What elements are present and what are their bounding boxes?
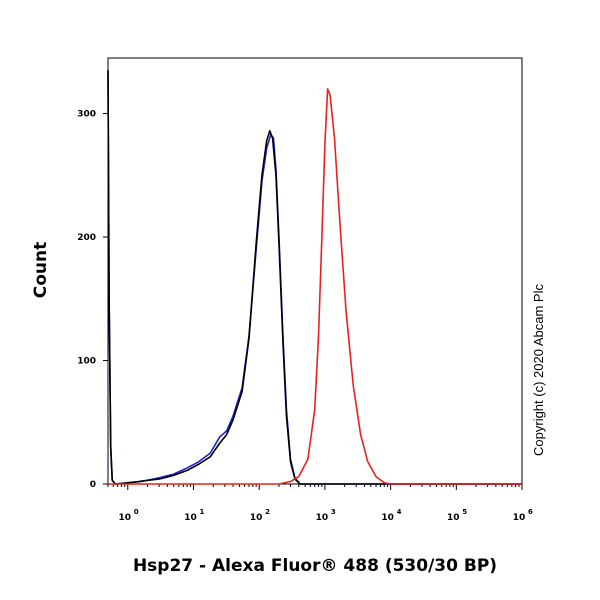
x-tick-label: 10: [184, 513, 197, 523]
x-tick-label: 10: [250, 513, 263, 523]
series-line-3: [108, 88, 522, 485]
copyright-notice: Copyright (c) 2020 Abcam Plc: [531, 284, 546, 456]
x-tick-exponent: 5: [462, 508, 467, 516]
x-tick-label: 10: [447, 513, 460, 523]
x-tick-exponent: 4: [397, 508, 402, 516]
y-axis: 0 100 200 300: [77, 110, 108, 490]
x-tick-label: 10: [119, 513, 132, 523]
y-tick-label: 0: [90, 480, 96, 490]
series-line-2: [107, 70, 522, 485]
x-tick-exponent: 3: [331, 508, 336, 516]
x-tick-label: 10: [513, 513, 526, 523]
x-tick-exponent: 2: [265, 508, 270, 516]
x-tick-label: 10: [381, 513, 394, 523]
x-tick-exponent: 6: [528, 508, 533, 516]
x-tick-exponent: 1: [199, 508, 204, 516]
x-tick-exponent: 0: [134, 508, 139, 516]
x-axis-title: Hsp27 - Alexa Fluor® 488 (530/30 BP): [133, 556, 497, 576]
y-tick-label: 300: [77, 110, 96, 120]
x-tick-label: 10: [316, 513, 329, 523]
plot-frame: [107, 57, 523, 485]
y-axis-title: Count: [31, 242, 51, 299]
y-tick-label: 100: [77, 357, 96, 367]
y-tick-label: 200: [77, 233, 96, 243]
series-layer: [107, 70, 522, 485]
series-line-1: [107, 70, 522, 485]
